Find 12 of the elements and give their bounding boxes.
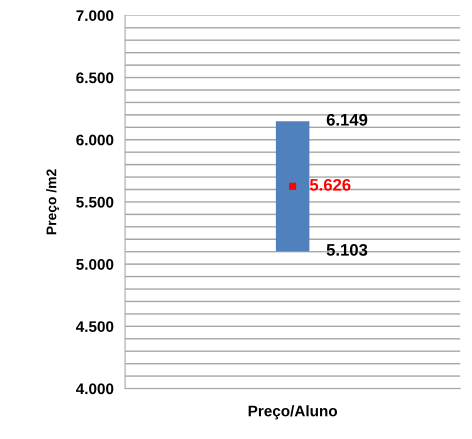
y-axis-title: Preço /m2 bbox=[46, 169, 60, 234]
annotation: 6.149 bbox=[326, 114, 368, 126]
y-tick-label: 6.500 bbox=[76, 72, 114, 84]
y-tick-label: 5.500 bbox=[76, 196, 114, 208]
y-tick-label: 5.000 bbox=[76, 259, 114, 270]
y-tick-label: 4.500 bbox=[76, 321, 114, 332]
x-tick-label: Preço/Aluno bbox=[248, 405, 338, 420]
y-tick-label: 4.000 bbox=[76, 383, 114, 394]
data-label: 5.626 bbox=[310, 178, 350, 191]
y-tick-label: 7.000 bbox=[76, 10, 114, 22]
y-tick-label: 6.000 bbox=[76, 134, 114, 146]
annotation: 5.103 bbox=[326, 244, 368, 256]
